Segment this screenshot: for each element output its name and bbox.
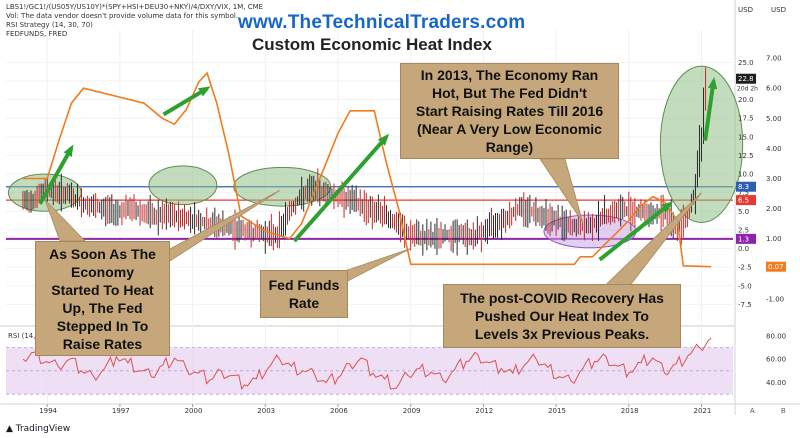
- time-axis-label: 2006: [330, 407, 348, 415]
- right-scale-tick: 1.00: [766, 235, 782, 243]
- green-trend-arrow: [703, 80, 716, 141]
- index-series: [22, 67, 707, 256]
- scale-button-auto[interactable]: A: [750, 408, 755, 415]
- time-axis-label: 2018: [621, 407, 639, 415]
- right-scale-tick: 2.00: [766, 205, 782, 213]
- last-value-countdown: 20d 2h: [737, 86, 758, 93]
- highlight-ellipse: [233, 166, 332, 207]
- fedfunds-label[interactable]: FEDFUNDS, FRED: [6, 30, 68, 38]
- reference-tag-8.3-bg: [736, 181, 756, 192]
- left-scale-tick: 17.5: [738, 115, 754, 123]
- time-axis-label: 2012: [475, 407, 493, 415]
- left-scale-tick: -5.0: [738, 282, 752, 290]
- green-arrow-head: [707, 77, 718, 90]
- volume-note: Vol: The data vendor doesn't provide vol…: [6, 12, 239, 20]
- green-arrow-head: [198, 86, 211, 97]
- left-scale-tick: 5.0: [738, 208, 749, 216]
- left-scale-tick: 7.5: [738, 189, 749, 197]
- time-axis-label: 2009: [403, 407, 421, 415]
- tradingview-brand-label: TradingView: [15, 424, 71, 434]
- currency-label-right: USD: [771, 6, 786, 14]
- reference-tag-1.3: 1.3: [738, 235, 749, 243]
- right-scale-tick: 5.00: [766, 115, 782, 123]
- symbol-line[interactable]: LBS1!/GC1!/(US05Y/US10Y)*(SPY+HSI+DEU30+…: [6, 3, 264, 11]
- time-axis-label: 2021: [693, 407, 711, 415]
- green-trend-arrow: [292, 135, 388, 243]
- left-scale-tick: -2.5: [738, 264, 752, 272]
- last-value-tag: 22.8: [738, 75, 754, 83]
- annotation-fed-funds: Fed Funds Rate: [260, 270, 348, 318]
- annotation-heat-up: As Soon As The Economy Started To Heat U…: [35, 241, 170, 356]
- right-scale-tick: 3.00: [766, 175, 782, 183]
- green-arrow-head: [377, 133, 390, 146]
- rsi-scale-tick: 80.00: [766, 332, 786, 340]
- time-axis-label: 2015: [548, 407, 566, 415]
- fedfunds-last-tag-bg: [766, 261, 786, 272]
- reference-tag-6.5: 6.5: [738, 197, 749, 205]
- currency-label-left: USD: [738, 6, 753, 14]
- right-scale-tick: 6.00: [766, 85, 782, 93]
- time-axis-label: 2003: [257, 407, 275, 415]
- green-arrow-head: [63, 144, 74, 157]
- time-axis-label: 2000: [185, 407, 203, 415]
- watermark-url: www.TheTechnicalTraders.com: [238, 12, 526, 33]
- left-scale-tick: 25.0: [738, 59, 754, 67]
- left-scale-tick: -7.5: [738, 301, 752, 309]
- right-scale-tick: 7.00: [766, 55, 782, 63]
- scale-button-log[interactable]: B: [781, 408, 786, 415]
- fedfunds-last-tag: 0.07: [768, 263, 784, 271]
- time-axis-label: 1997: [112, 407, 130, 415]
- rsi-scale-tick: 40.00: [766, 379, 786, 387]
- tradingview-brand[interactable]: ▲ TradingView: [6, 424, 70, 434]
- rsi-scale-tick: 60.00: [766, 356, 786, 364]
- left-scale-tick: 20.0: [738, 96, 754, 104]
- reference-tag-1.3-bg: [736, 233, 756, 244]
- green-trend-arrow: [38, 147, 74, 205]
- green-trend-arrow: [162, 86, 209, 117]
- left-scale-tick: 0.0: [738, 245, 749, 253]
- rsi-pane-label: RSI (14, hlc: [8, 332, 48, 340]
- right-scale-tick: 4.00: [766, 145, 782, 153]
- time-axis-label: 1994: [39, 407, 57, 415]
- callout-pointer: [539, 158, 584, 223]
- tradingview-logo-icon: ▲: [6, 424, 13, 434]
- rsi-line: [22, 337, 712, 391]
- green-arrow-head: [661, 201, 674, 213]
- chart-title: Custom Economic Heat Index: [252, 35, 492, 54]
- reference-tag-8.3: 8.3: [738, 183, 749, 191]
- left-scale-tick: 10.0: [738, 171, 754, 179]
- left-scale-tick: 15.0: [738, 133, 754, 141]
- green-trend-arrow: [598, 202, 672, 262]
- left-scale-tick: 12.5: [738, 152, 754, 160]
- highlight-ellipse: [148, 165, 218, 206]
- reference-tag-6.5-bg: [736, 195, 756, 206]
- right-scale-tick: -1.00: [766, 295, 784, 303]
- rsi-strategy-label[interactable]: RSI Strategy (14, 30, 70): [6, 21, 93, 29]
- last-value-tag-bg: [736, 73, 756, 84]
- left-scale-tick: 2.5: [738, 226, 749, 234]
- annotation-2013: In 2013, The Economy Ran Hot, But The Fe…: [400, 63, 619, 159]
- fedfunds-line: [23, 71, 712, 268]
- annotation-covid: The post-COVID Recovery Has Pushed Our H…: [443, 284, 681, 348]
